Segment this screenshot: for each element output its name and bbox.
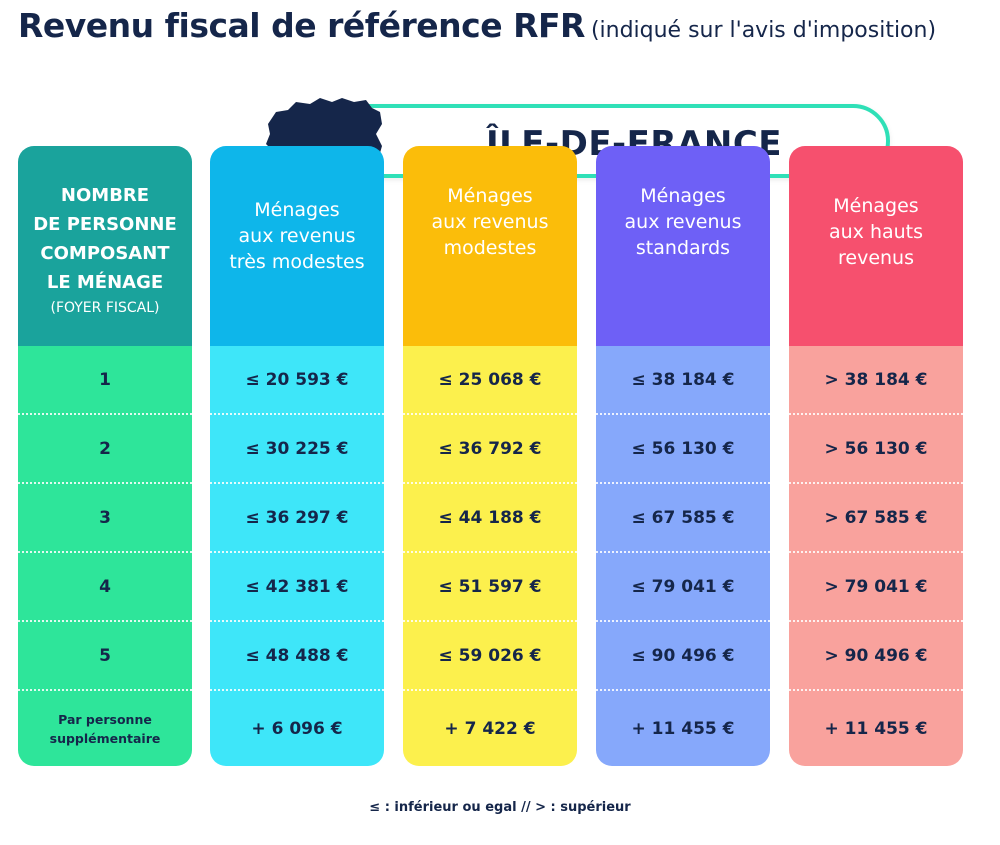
table-cell: ≤ 36 792 € [403,415,577,484]
header-small: (FOYER FISCAL) [50,300,160,316]
table-cell: > 67 585 € [789,484,963,553]
header-line: aux hauts [828,221,924,243]
extra-line: supplémentaire [49,731,161,746]
column-header: Ménages aux revenus très modestes [210,146,384,346]
page-title: Revenu fiscal de référence RFR (indiqué s… [18,6,936,45]
table-cell: ≤ 48 488 € [210,622,384,691]
header-line: Ménages [447,185,533,207]
table-cell-extra: + 7 422 € [444,719,536,739]
table-cell: ≤ 38 184 € [596,346,770,415]
table-cell: > 56 130 € [789,415,963,484]
table-cell: ≤ 59 026 € [403,622,577,691]
column-modestes: Ménages aux revenus modestes ≤ 25 068 € … [403,146,577,766]
table-cell-extra: + 6 096 € [251,719,343,739]
table-cell: ≤ 30 225 € [210,415,384,484]
table-cell: ≤ 20 593 € [210,346,384,415]
header-line: Ménages [833,195,919,217]
table-cell: 3 [18,484,192,553]
table-cell-extra: + 11 455 € [631,719,735,739]
header-line: aux revenus [624,211,742,233]
header-line: aux revenus [431,211,549,233]
column-header: NOMBRE DE PERSONNE COMPOSANT LE MÉNAGE (… [18,146,192,346]
table-cell: 2 [18,415,192,484]
legend-note: ≤ : inférieur ou egal // > : supérieur [369,800,631,815]
table-cell-extra: Par personne supplémentaire [18,691,192,766]
table-cell: ≤ 67 585 € [596,484,770,553]
column-household-size: NOMBRE DE PERSONNE COMPOSANT LE MÉNAGE (… [18,146,192,766]
header-line: revenus [838,247,914,269]
table-cell: > 90 496 € [789,622,963,691]
header-line: standards [635,237,731,259]
header-line: modestes [443,237,537,259]
title-main: Revenu fiscal de référence RFR [18,6,585,45]
table-cell: > 79 041 € [789,553,963,622]
column-tres-modestes: Ménages aux revenus très modestes ≤ 20 5… [210,146,384,766]
table-cell: ≤ 90 496 € [596,622,770,691]
header-line: Ménages [254,199,340,221]
column-header: Ménages aux hauts revenus [789,146,963,346]
table-cell: ≤ 36 297 € [210,484,384,553]
column-hauts-revenus: Ménages aux hauts revenus > 38 184 € > 5… [789,146,963,766]
column-standards: Ménages aux revenus standards ≤ 38 184 €… [596,146,770,766]
header-line: Ménages [640,185,726,207]
table-cell: ≤ 56 130 € [596,415,770,484]
table-cell: 5 [18,622,192,691]
table-cell: ≤ 44 188 € [403,484,577,553]
table-cell: 1 [18,346,192,415]
table-cell: > 38 184 € [789,346,963,415]
extra-line: Par personne [58,712,152,727]
header-line: très modestes [229,251,365,273]
header-line: LE MÉNAGE [46,272,164,293]
header-line: aux revenus [238,225,356,247]
column-header: Ménages aux revenus modestes [403,146,577,346]
header-line: NOMBRE [60,185,150,206]
column-header: Ménages aux revenus standards [596,146,770,346]
table-cell: ≤ 51 597 € [403,553,577,622]
table-cell-extra: + 11 455 € [824,719,928,739]
table-cell: 4 [18,553,192,622]
table-cell: ≤ 25 068 € [403,346,577,415]
header-line: DE PERSONNE [33,214,177,235]
title-subtitle: (indiqué sur l'avis d'imposition) [590,18,937,43]
table-cell: ≤ 79 041 € [596,553,770,622]
table-cell: ≤ 42 381 € [210,553,384,622]
header-line: COMPOSANT [40,243,170,264]
